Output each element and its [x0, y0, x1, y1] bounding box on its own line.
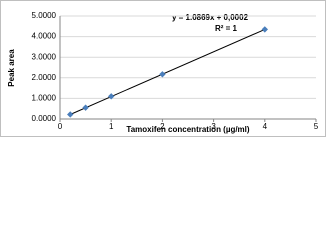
x-tick-label: 5: [314, 122, 319, 131]
x-tick-label: 4: [263, 122, 268, 131]
data-point: [261, 26, 268, 33]
y-tick-label: 3.0000: [32, 52, 57, 61]
x-tick-label: 0: [58, 122, 63, 131]
x-tick-label: 1: [109, 122, 114, 131]
x-axis-label: Tamoxifen concentration (µg/ml): [126, 125, 249, 134]
trendline-equation: y = 1.0869x + 0,0002: [172, 13, 249, 22]
trendline: [70, 28, 266, 115]
y-axis-label: Peak area: [7, 49, 16, 87]
x-tick-label: 2: [160, 122, 165, 131]
x-tick-label: 3: [211, 122, 216, 131]
data-point: [159, 71, 166, 78]
data-point: [67, 111, 74, 118]
r-squared: R² = 1: [215, 24, 238, 33]
y-tick-label: 0.0000: [32, 114, 57, 123]
chart-border: [0, 0, 326, 137]
data-point: [108, 93, 115, 100]
data-point: [82, 104, 89, 111]
y-tick-label: 2.0000: [32, 73, 57, 82]
y-tick-label: 5.0000: [32, 11, 57, 20]
y-tick-label: 4.0000: [32, 32, 57, 41]
y-tick-label: 1.0000: [32, 94, 57, 103]
chart: Peak area Tamoxifen concentration (µg/ml…: [0, 0, 326, 137]
